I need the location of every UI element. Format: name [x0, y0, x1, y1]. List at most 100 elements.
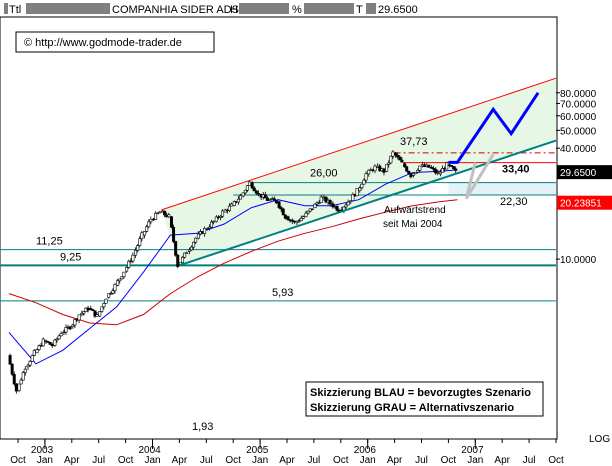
candle-body [358, 187, 362, 192]
x-month-label-17: Jan [467, 455, 483, 466]
candle-body [243, 189, 247, 194]
candle-69 [163, 210, 167, 218]
candle-body [268, 199, 272, 201]
candle-132 [304, 210, 308, 218]
candle-body [256, 193, 260, 195]
candle-121 [279, 205, 283, 213]
candle-body [131, 254, 135, 262]
price-tag-label: 29.6500 [560, 168, 597, 179]
candle-body [355, 188, 359, 197]
candle-body [100, 306, 104, 312]
x-year-label-3: 2006 [354, 445, 377, 456]
candle-body [391, 151, 395, 157]
candle-80 [187, 247, 191, 255]
level-label-4: 11,25 [36, 236, 63, 248]
candle-189 [432, 166, 436, 173]
candle-body [227, 205, 231, 211]
candle-170 [389, 155, 393, 165]
candle-23 [59, 331, 63, 337]
candle-55 [131, 252, 135, 264]
candle-body [107, 293, 111, 298]
candle-4 [17, 383, 21, 393]
legend-line-gray: Skizzierung GRAU = Alternativszenario [310, 402, 514, 414]
candle-body [218, 215, 222, 218]
x-month-label-12: Oct [333, 455, 349, 466]
candle-105 [243, 189, 247, 195]
candle-17 [46, 341, 50, 344]
candle-156 [358, 186, 362, 193]
candle-body [187, 249, 191, 252]
candle-body [367, 169, 371, 175]
candle-body [335, 206, 339, 211]
candle-body [281, 208, 285, 216]
candle-body [290, 219, 294, 222]
trend-note: Aufwärtstrend seit Mai 2004 [383, 205, 446, 230]
candle-body [23, 368, 27, 373]
candle-138 [317, 200, 321, 205]
candle-body [113, 283, 117, 292]
level-label-0: 37,73 [400, 136, 428, 148]
header-title: COMPANHIA SIDER ADS [112, 4, 239, 16]
candles [8, 150, 458, 394]
candle-body [167, 214, 171, 218]
candle-122 [281, 207, 285, 216]
candle-body [210, 221, 214, 228]
copyright-text: © http://www.godmode-trader.de [24, 37, 182, 49]
candle-body [127, 260, 131, 268]
candle-192 [438, 169, 442, 177]
candle-body [279, 207, 283, 210]
candle-body [98, 311, 102, 317]
candle-139 [319, 194, 323, 203]
candle-163 [373, 164, 377, 174]
candle-body [414, 171, 418, 175]
candle-47 [113, 283, 117, 294]
candle-146 [335, 204, 339, 212]
candle-103 [238, 193, 242, 200]
candle-40 [98, 311, 102, 318]
header-last-value: 29.6500 [378, 4, 418, 16]
candle-body [450, 164, 454, 167]
candle-body [387, 162, 391, 165]
candle-3 [14, 383, 18, 394]
candle-131 [301, 215, 305, 220]
candle-body [118, 278, 122, 282]
candle-25 [64, 324, 68, 335]
candle-body [185, 252, 189, 254]
candle-143 [328, 199, 332, 207]
candle-body [129, 260, 133, 263]
candle-body [362, 179, 366, 185]
y-axis-log-note: LOG [589, 434, 610, 445]
candle-body [430, 167, 434, 169]
candle-body [12, 373, 16, 385]
candle-95 [221, 209, 225, 218]
candle-body [274, 200, 278, 204]
candle-82 [192, 241, 196, 250]
candle-13 [37, 344, 41, 351]
candle-28 [71, 323, 75, 329]
candle-188 [430, 165, 434, 169]
candle-body [283, 214, 287, 219]
candle-10 [30, 354, 34, 362]
x-month-label-13: Jan [360, 455, 376, 466]
candle-165 [378, 163, 382, 172]
candle-193 [441, 165, 445, 173]
candle-body [409, 173, 413, 178]
candle-174 [398, 155, 402, 161]
candle-body [136, 245, 140, 251]
candle-body [77, 314, 81, 321]
candle-body [454, 168, 458, 171]
candle-158 [362, 178, 366, 185]
candle-body [407, 170, 411, 174]
candle-body [156, 212, 160, 215]
candle-141 [324, 196, 328, 204]
candle-99 [230, 202, 234, 207]
candle-71 [167, 212, 171, 219]
candle-81 [189, 245, 193, 251]
candle-144 [331, 201, 335, 209]
candle-54 [129, 258, 133, 264]
level-label-5: 9,25 [60, 251, 81, 263]
candle-51 [122, 271, 126, 279]
candle-21 [55, 337, 59, 343]
candle-body [59, 333, 63, 337]
candle-body [68, 326, 72, 330]
